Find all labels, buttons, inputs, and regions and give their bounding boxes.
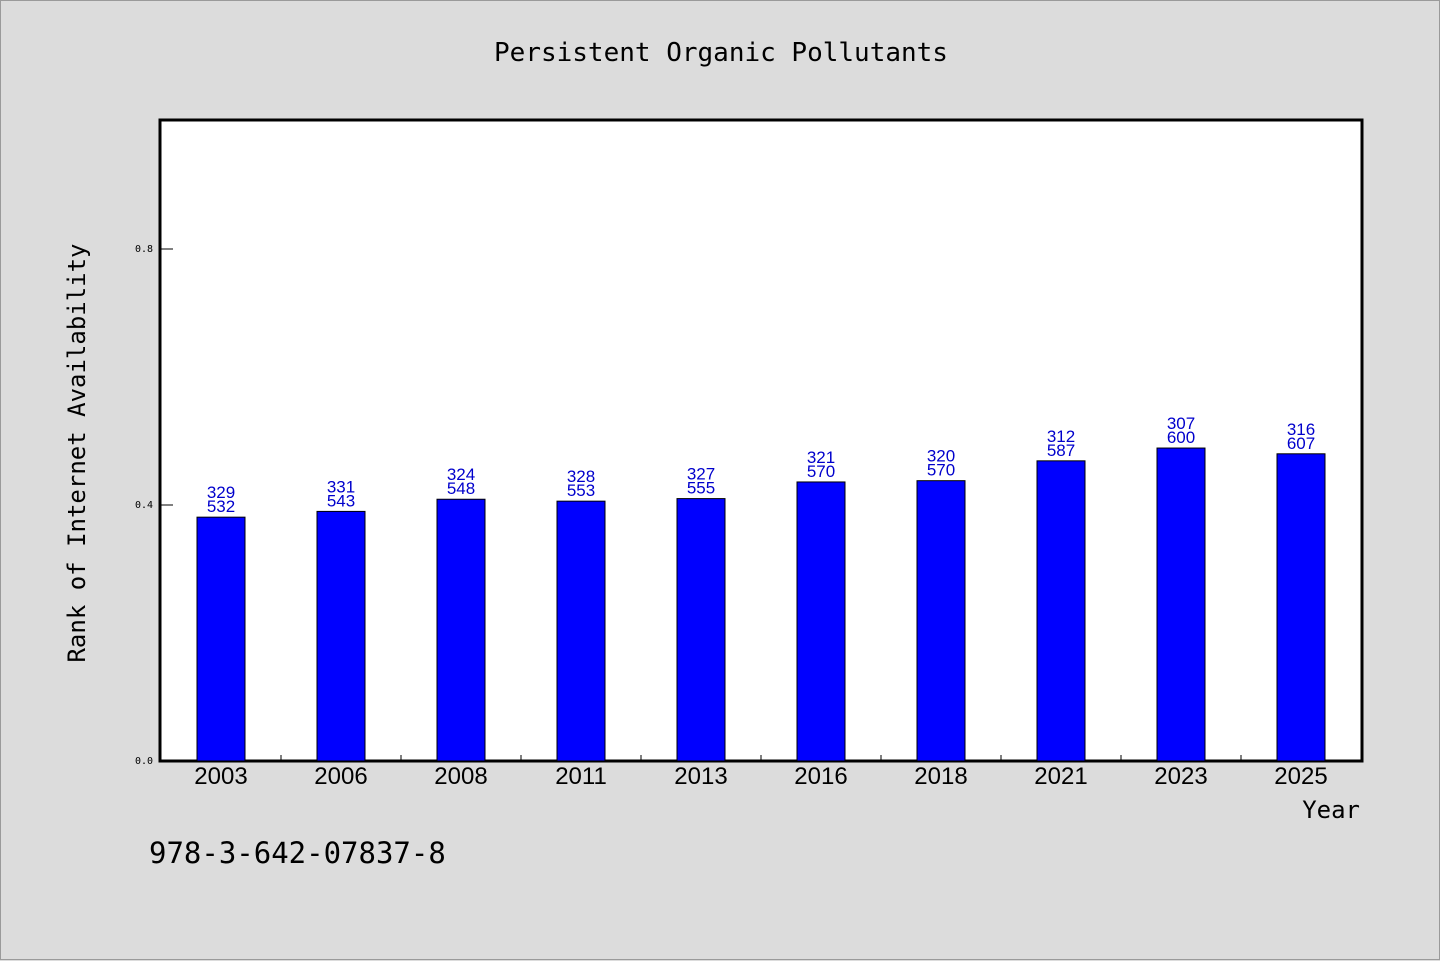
bar — [916, 480, 966, 762]
data-label-top: 331 — [327, 477, 355, 496]
data-label-bottom: 607 — [1287, 434, 1315, 453]
bar — [1276, 453, 1326, 762]
data-label-top: 327 — [687, 465, 715, 484]
data-label-bottom: 587 — [1047, 441, 1075, 460]
x-tick-label: 2006 — [314, 763, 367, 790]
data-labels: 3295323315433245483285533275553215703205… — [207, 414, 1315, 516]
x-tick-label: 2013 — [674, 763, 727, 790]
y-axis-ticks: 0.0 0.4 0.8 — [135, 244, 173, 767]
y-tick-label: 0.4 — [135, 500, 153, 511]
y-axis-label: Rank of Internet Availability — [63, 243, 91, 662]
footnote-isbn: 978-3-642-07837-8 — [149, 836, 446, 870]
x-tick-label: 2008 — [434, 763, 487, 790]
data-label-bottom: 600 — [1167, 428, 1195, 447]
bar — [436, 498, 486, 762]
bar — [196, 516, 246, 762]
bar — [796, 481, 846, 762]
data-label-bottom: 543 — [327, 491, 355, 510]
bar — [316, 510, 366, 762]
bar — [1036, 460, 1086, 762]
x-tick-label: 2018 — [914, 763, 967, 790]
x-tick-label: 2023 — [1154, 763, 1207, 790]
chart-title: Persistent Organic Pollutants — [494, 38, 948, 68]
data-label-top: 320 — [927, 447, 955, 466]
bar — [1156, 447, 1206, 762]
x-tick-label: 2021 — [1034, 763, 1087, 790]
x-axis-label: Year — [1302, 796, 1360, 824]
data-label-top: 307 — [1167, 414, 1195, 433]
data-label-top: 328 — [567, 467, 595, 486]
y-tick-label: 0.0 — [135, 756, 153, 767]
y-tick-label: 0.8 — [135, 244, 153, 255]
data-label-top: 316 — [1287, 420, 1315, 439]
x-tick-label: 2011 — [555, 763, 607, 790]
data-label-top: 329 — [207, 483, 235, 502]
data-label-top: 312 — [1047, 427, 1075, 446]
bar — [676, 498, 726, 762]
bar — [556, 500, 606, 762]
data-label-top: 321 — [807, 448, 835, 467]
data-label-bottom: 570 — [927, 461, 955, 480]
data-label-bottom: 553 — [567, 481, 595, 500]
data-label-bottom: 570 — [807, 462, 835, 481]
x-tick-label: 2016 — [794, 763, 847, 790]
bar-series — [196, 447, 1326, 762]
x-tick-label: 2025 — [1274, 763, 1327, 790]
data-label-bottom: 555 — [687, 479, 715, 498]
data-label-bottom: 548 — [447, 479, 475, 498]
x-tick-label: 2003 — [194, 763, 247, 790]
x-axis-ticks: 2003 2006 2008 2011 2013 2016 2018 2021 2023 2025 — [194, 755, 1328, 790]
data-label-bottom: 532 — [207, 497, 235, 516]
data-label-top: 324 — [447, 465, 475, 484]
